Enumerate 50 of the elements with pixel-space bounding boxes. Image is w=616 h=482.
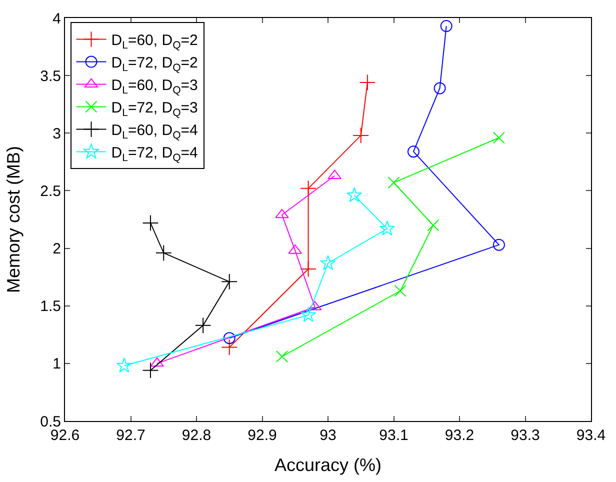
point <box>407 146 420 158</box>
point <box>223 332 236 344</box>
point <box>440 20 452 32</box>
y-tick-label: 2.5 <box>40 182 61 200</box>
y-tick-label: 3 <box>52 125 61 142</box>
legend-label: D$_{L}$=72, D$_{Q}$=4 <box>111 144 198 164</box>
legend-label: D$_{L}$=72, D$_{Q}$=2 <box>111 54 198 74</box>
legend-label: D$_{L}$=60, D$_{Q}$=2 <box>111 32 198 52</box>
y-axis-title: Memory cost (MB) <box>3 146 24 294</box>
y-tick-label: 3.5 <box>40 68 61 85</box>
legend-label: D$_{L}$=60, D$_{Q}$=4 <box>111 122 198 142</box>
x-tick-label: 93.3 <box>510 427 540 444</box>
x-tick-label: 92.7 <box>116 427 146 444</box>
point <box>194 317 212 334</box>
point <box>492 132 505 144</box>
x-tick-label: 93 <box>320 427 336 444</box>
point <box>300 306 316 322</box>
point <box>320 255 336 270</box>
point <box>346 187 362 202</box>
x-tick-label: 93.4 <box>576 427 606 444</box>
point <box>221 273 238 290</box>
x-tick-label: 93.1 <box>379 427 408 444</box>
point <box>379 220 395 236</box>
point <box>150 357 164 367</box>
point <box>116 358 132 372</box>
point <box>434 82 446 94</box>
point <box>388 176 400 189</box>
point <box>142 362 159 379</box>
point <box>142 214 159 232</box>
point <box>221 339 238 356</box>
y-tick-label: 2 <box>52 240 61 258</box>
legend-label: D$_{L}$=72, D$_{Q}$=3 <box>111 100 198 119</box>
x-tick-label: 92.9 <box>248 427 277 444</box>
point <box>394 284 406 297</box>
point <box>276 350 288 363</box>
point <box>155 244 172 262</box>
point <box>492 238 505 251</box>
y-tick-label: 4 <box>52 10 61 28</box>
point <box>359 74 376 91</box>
point <box>300 260 316 278</box>
point <box>427 219 440 232</box>
point <box>352 127 370 144</box>
x-tick-label: 92.8 <box>182 427 212 444</box>
x-axis-title: Accuracy (%) <box>274 455 382 476</box>
legend-label: D$_{L}$=60, D$_{Q}$=3 <box>111 77 198 96</box>
y-tick-label: 1.5 <box>40 298 61 316</box>
x-tick-label: 93.2 <box>444 427 474 444</box>
point <box>275 208 289 218</box>
y-tick-label: 1 <box>52 356 61 373</box>
point <box>300 180 316 197</box>
